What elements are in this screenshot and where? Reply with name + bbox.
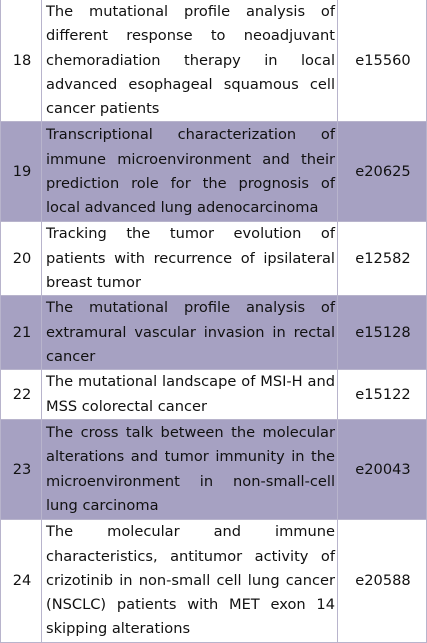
row-title: Tracking the tumor evolution of patients…	[41, 221, 338, 297]
row-number: 20	[0, 221, 42, 297]
table-row: 22 The mutational landscape of MSI-H and…	[0, 369, 427, 421]
row-abstract-code: e12582	[337, 221, 427, 297]
row-number: 19	[0, 121, 42, 223]
row-number: 23	[0, 419, 42, 521]
row-title: The molecular and immune characteristics…	[41, 519, 338, 643]
row-abstract-code: e15128	[337, 295, 427, 371]
row-title: The mutational profile analysis of extra…	[41, 295, 338, 371]
row-abstract-code: e15122	[337, 369, 427, 421]
table-row: 21 The mutational profile analysis of ex…	[0, 295, 427, 371]
row-number: 21	[0, 295, 42, 371]
row-number: 24	[0, 519, 42, 643]
row-title: The mutational landscape of MSI-H and MS…	[41, 369, 338, 421]
row-abstract-code: e20588	[337, 519, 427, 643]
table-row: 19 Transcriptional characterization of i…	[0, 121, 427, 223]
row-abstract-code: e15560	[337, 0, 427, 123]
row-title: The mutational profile analysis of diffe…	[41, 0, 338, 123]
row-title: Transcriptional characterization of immu…	[41, 121, 338, 223]
row-number: 18	[0, 0, 42, 123]
table-row: 23 The cross talk between the molecular …	[0, 419, 427, 521]
table-row: 24 The molecular and immune characterist…	[0, 519, 427, 643]
row-abstract-code: e20625	[337, 121, 427, 223]
row-number: 22	[0, 369, 42, 421]
table-row: 20 Tracking the tumor evolution of patie…	[0, 221, 427, 297]
row-abstract-code: e20043	[337, 419, 427, 521]
row-title: The cross talk between the molecular alt…	[41, 419, 338, 521]
table-row: 18 The mutational profile analysis of di…	[0, 0, 427, 123]
